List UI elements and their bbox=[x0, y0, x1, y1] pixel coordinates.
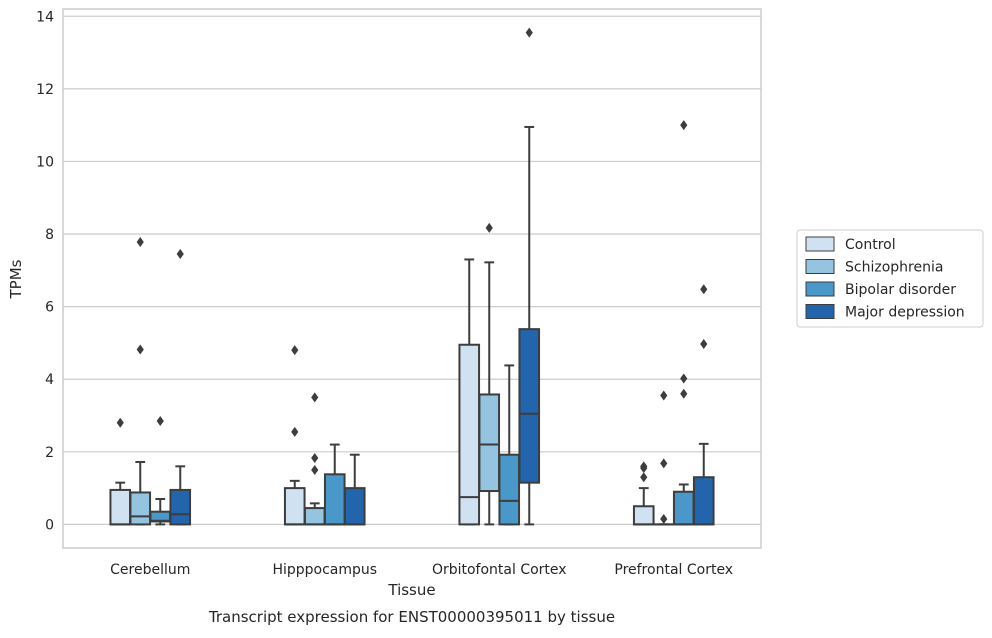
box-body bbox=[110, 490, 130, 524]
grid-lines bbox=[63, 16, 761, 524]
outlier-point bbox=[137, 237, 144, 247]
legend-swatch bbox=[806, 260, 834, 274]
y-tick-label: 2 bbox=[45, 445, 54, 461]
outlier-point bbox=[137, 344, 144, 354]
outlier-point bbox=[660, 458, 667, 468]
box-body bbox=[499, 455, 519, 525]
legend-label: Schizophrenia bbox=[845, 260, 943, 276]
y-tick-label: 12 bbox=[36, 82, 54, 98]
y-tick-label: 4 bbox=[45, 372, 54, 388]
outlier-point bbox=[680, 120, 687, 130]
box bbox=[459, 259, 479, 524]
outlier-point bbox=[486, 223, 493, 233]
box-body bbox=[130, 492, 150, 524]
x-tick-label: Cerebellum bbox=[110, 562, 190, 578]
box-body bbox=[285, 488, 305, 524]
legend-swatch bbox=[806, 237, 834, 251]
x-axis-label: Tissue bbox=[387, 581, 435, 599]
outlier-point bbox=[291, 427, 298, 437]
box-body bbox=[519, 329, 539, 483]
plot-area-frame bbox=[63, 9, 761, 548]
outlier-point bbox=[291, 345, 298, 355]
box-body bbox=[305, 508, 325, 524]
box-body bbox=[345, 488, 365, 524]
outlier-point bbox=[311, 392, 318, 402]
box bbox=[345, 455, 365, 525]
outlier-point bbox=[117, 418, 124, 428]
outlier-point bbox=[177, 249, 184, 259]
box bbox=[305, 392, 325, 524]
outlier-point bbox=[640, 461, 647, 471]
y-tick-label: 6 bbox=[45, 300, 54, 316]
box bbox=[150, 416, 170, 524]
outlier-point bbox=[680, 373, 687, 383]
chart-title: Transcript expression for ENST0000039501… bbox=[208, 608, 615, 626]
outlier-point bbox=[311, 465, 318, 475]
x-tick-label: Prefrontal Cortex bbox=[614, 562, 733, 578]
series-group bbox=[130, 223, 673, 525]
box bbox=[170, 249, 190, 524]
box-body bbox=[325, 474, 345, 524]
x-tick-label: Hipppocampus bbox=[272, 562, 377, 578]
box bbox=[634, 461, 654, 524]
y-tick-label: 8 bbox=[45, 227, 54, 243]
box bbox=[130, 237, 150, 524]
legend-swatch bbox=[806, 282, 834, 296]
legend-label: Control bbox=[845, 237, 896, 253]
box bbox=[519, 28, 539, 525]
x-tick-label: Orbitofontal Cortex bbox=[432, 562, 567, 578]
outlier-point bbox=[700, 339, 707, 349]
outlier-point bbox=[660, 514, 667, 524]
legend-label: Bipolar disorder bbox=[845, 282, 956, 298]
y-tick-label: 14 bbox=[36, 9, 54, 25]
series-group bbox=[110, 259, 653, 524]
box-body bbox=[634, 506, 654, 524]
box bbox=[694, 284, 714, 524]
series-group bbox=[150, 120, 693, 524]
legend-label: Major depression bbox=[845, 305, 965, 321]
box-body bbox=[170, 490, 190, 524]
outlier-point bbox=[680, 389, 687, 399]
y-axis-label: TPMs bbox=[7, 259, 25, 299]
box bbox=[479, 223, 499, 525]
outlier-point bbox=[526, 28, 533, 38]
box-series-layer bbox=[110, 28, 713, 525]
legend-swatch bbox=[806, 305, 834, 319]
y-tick-label: 0 bbox=[45, 517, 54, 533]
box bbox=[110, 418, 130, 525]
y-axis-ticks: 0 2 4 6 8 10 12 14 bbox=[36, 9, 54, 533]
box bbox=[674, 120, 694, 524]
outlier-point bbox=[640, 472, 647, 482]
box bbox=[654, 391, 674, 525]
legend: Control Schizophrenia Bipolar disorder Majo… bbox=[797, 230, 983, 327]
box bbox=[285, 345, 305, 524]
series-group bbox=[170, 28, 713, 525]
outlier-point bbox=[700, 284, 707, 294]
box bbox=[499, 365, 519, 524]
box-body bbox=[694, 477, 714, 524]
box-body bbox=[674, 492, 694, 525]
box bbox=[325, 445, 345, 525]
y-tick-label: 10 bbox=[36, 154, 54, 170]
outlier-point bbox=[157, 416, 164, 426]
box-body bbox=[479, 394, 499, 491]
outlier-point bbox=[311, 453, 318, 463]
outlier-point bbox=[660, 391, 667, 401]
x-axis-ticks: Cerebellum Hipppocampus Orbitofontal Corte… bbox=[110, 562, 733, 578]
